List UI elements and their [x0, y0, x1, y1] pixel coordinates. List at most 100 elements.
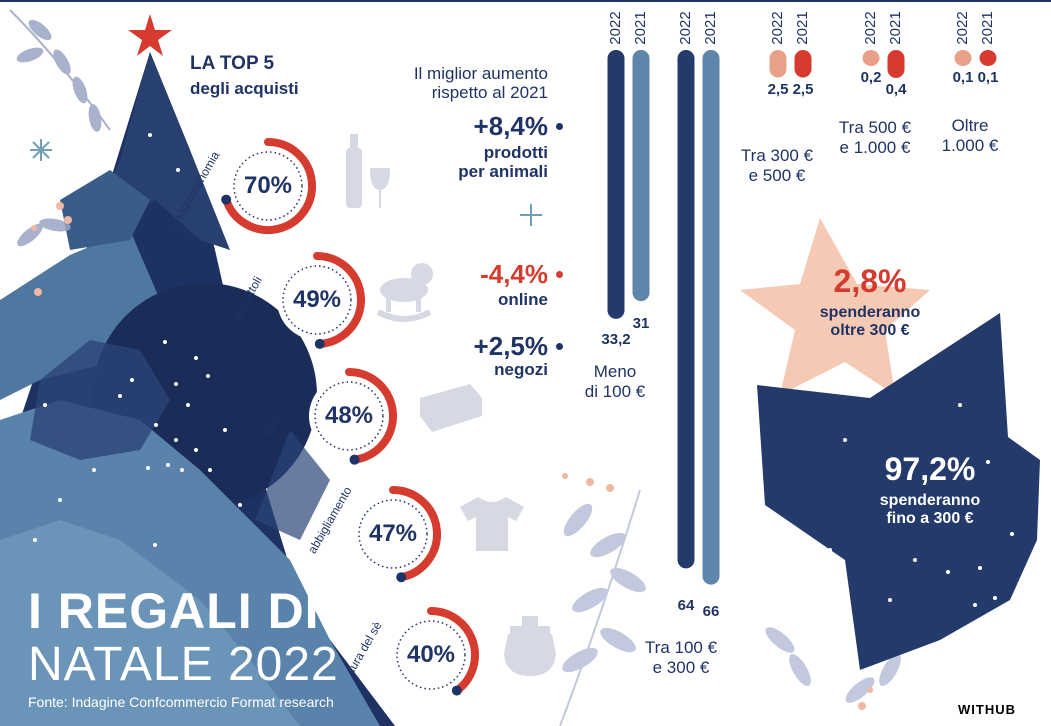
bar-value-label: 33,2	[601, 331, 631, 348]
bar-2022	[607, 50, 625, 319]
increase-value: +8,4%	[473, 111, 548, 141]
small-star-shape	[740, 218, 930, 395]
small-star-label-line1: spenderanno	[819, 304, 921, 321]
bar-value-label: 0,1	[977, 69, 999, 86]
series-year-label: 2022	[677, 8, 694, 48]
bar-2022	[769, 50, 787, 78]
bar-value-label: 66	[702, 603, 720, 620]
category-label-line: Tra 500 €	[838, 118, 912, 137]
bar-2022	[862, 50, 880, 66]
category-label: Meno di 100 €	[560, 362, 670, 402]
top5-title: LA TOP 5	[190, 53, 275, 74]
category-label-line: 1.000 €	[941, 136, 999, 155]
series-year-text: 2021	[887, 11, 904, 45]
snowflake-icon	[520, 204, 542, 226]
increase-title-line1: Il miglior aumento	[413, 64, 548, 83]
bar-2021	[702, 50, 720, 585]
bar-2021	[979, 50, 997, 66]
category-label-line: Meno	[593, 362, 637, 381]
series-year-text: 2021	[702, 11, 719, 45]
category-label: Tra 500 € e 1.000 €	[820, 118, 930, 158]
category-label-line: Tra 300 €	[740, 146, 814, 165]
source-note: Fonte: Indagine Confcommercio Format res…	[28, 694, 334, 710]
increase-label: online	[497, 290, 548, 309]
series-year-label: 2021	[632, 8, 649, 48]
category-label: Tra 300 € e 500 €	[722, 146, 832, 186]
series-year-text: 2021	[632, 11, 649, 45]
increase-label: prodotti	[483, 143, 548, 162]
small-star-label-line2: oltre 300 €	[830, 322, 910, 339]
big-star-label-line2: fino a 300 €	[886, 510, 974, 527]
series-year-label: 2021	[702, 8, 719, 48]
series-year-text: 2022	[677, 11, 694, 45]
bar-2022	[954, 50, 972, 66]
increase-label: per animali	[458, 162, 548, 181]
tree-lights	[33, 133, 242, 547]
christmas-tree-illustration	[0, 52, 395, 726]
bar-value-label: 2,5	[767, 80, 789, 98]
series-year-text: 2022	[954, 11, 971, 45]
bar-2022	[677, 50, 695, 569]
bar-value-label: 0,4	[885, 81, 907, 98]
bullet-dot-icon	[556, 343, 563, 350]
series-year-text: 2022	[607, 11, 624, 45]
category-label: Oltre 1.000 €	[915, 116, 1025, 156]
series-year-label: 2022	[607, 8, 624, 48]
series-year-label: 2022	[954, 8, 971, 48]
snowflake-icon	[30, 139, 52, 161]
top5-percent: 48%	[324, 402, 374, 429]
category-label-line: e 1.000 €	[839, 138, 911, 157]
category-label: Tra 100 € e 300 €	[626, 638, 736, 678]
branch-decoration	[765, 627, 901, 703]
top5-percent: 70%	[243, 172, 293, 199]
bar-2021	[887, 50, 905, 78]
tree-star-icon	[128, 14, 172, 56]
bullet-dot-icon	[556, 123, 563, 130]
bullet-dot-icon	[556, 271, 563, 278]
top5-percent: 47%	[368, 520, 418, 547]
series-year-text: 2021	[979, 11, 996, 45]
increase-value: -4,4%	[480, 259, 548, 289]
series-year-label: 2022	[769, 8, 786, 48]
series-year-text: 2022	[769, 11, 786, 45]
top5-subtitle: degli acquisti	[190, 79, 299, 98]
increase-value: +2,5%	[473, 331, 548, 361]
big-star-label-line1: spenderanno	[879, 492, 981, 509]
increase-title: Il miglior aumento rispetto al 2021	[380, 64, 548, 102]
leaves-decoration	[9, 9, 111, 247]
bar-value-label: 0,1	[952, 69, 974, 86]
bar-value-label: 64	[677, 597, 695, 614]
bar-value-label: 0,2	[860, 69, 882, 86]
big-star-label: spenderanno fino a 300 €	[840, 492, 1020, 528]
series-year-label: 2022	[862, 8, 879, 48]
main-title-line1: I REGALI DI	[28, 583, 320, 639]
series-year-label: 2021	[794, 8, 811, 48]
bar-value-label: 2,5	[792, 80, 814, 98]
bar-2021	[632, 50, 650, 302]
increase-label: negozi	[494, 360, 548, 379]
category-label-line: e 500 €	[748, 166, 806, 185]
category-label-line: Oltre	[951, 116, 989, 135]
category-label-line: Tra 100 €	[644, 638, 718, 657]
category-label-line: e 300 €	[652, 658, 710, 677]
brand-logo: WITHUB	[958, 702, 1016, 717]
big-star-percent: 97,2%	[884, 451, 976, 487]
big-star-shape	[757, 313, 1040, 670]
small-star-label: spenderanno oltre 300 €	[790, 304, 950, 340]
series-year-text: 2021	[794, 11, 811, 45]
series-year-text: 2022	[862, 11, 879, 45]
branch-decoration	[559, 489, 646, 726]
bar-2021	[794, 50, 812, 78]
increase-title-line2: rispetto al 2021	[431, 83, 548, 102]
top5-percent: 40%	[406, 641, 456, 668]
series-year-label: 2021	[979, 8, 996, 48]
series-year-label: 2021	[887, 8, 904, 48]
main-title-line2: NATALE 2022	[28, 638, 339, 691]
small-star-percent: 2,8%	[833, 263, 907, 299]
category-label-line: di 100 €	[584, 382, 646, 401]
top5-percent: 49%	[292, 286, 342, 313]
bar-value-label: 31	[632, 315, 650, 332]
